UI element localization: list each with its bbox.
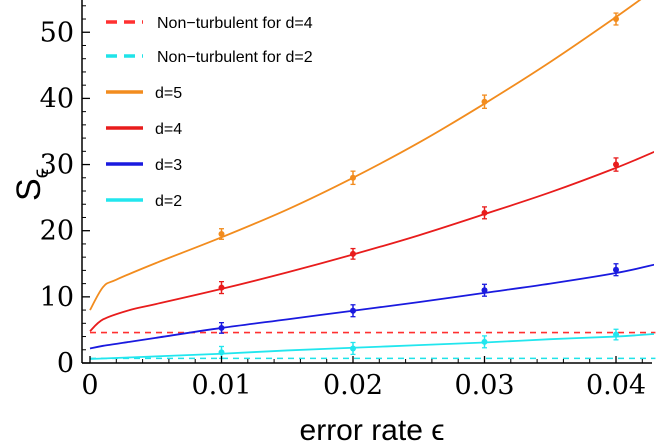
y-tick-label: 0 [57,348,74,379]
data-point [481,287,488,294]
data-point [218,284,225,291]
data-point [613,266,619,273]
x-tick-label: 0.04 [586,370,646,401]
series-line-d-2 [89,333,654,360]
data-point [350,307,356,314]
data-point [350,250,356,257]
series-line-d-3 [89,263,654,350]
y-axis-title-subscript: ϵ [30,169,53,178]
series-line-d-5 [89,0,642,311]
data-point [613,331,619,338]
y-tick-label: 30 [40,150,74,181]
series-line-d-4 [89,150,654,332]
y-tick-label: 40 [40,83,74,114]
data-point [218,231,225,238]
legend-label: d=3 [155,157,182,174]
data-point [481,209,488,216]
data-point [613,16,619,23]
legend-label: Non−turbulent for d=2 [157,49,313,66]
x-tick-label: 0.01 [191,370,251,401]
x-tick-label: 0 [81,370,98,401]
x-axis-title: error rate ϵ [300,414,445,447]
plot-area [89,0,656,360]
y-tick-label: 20 [40,216,74,247]
data-point [481,338,488,345]
legend-label: d=5 [155,85,182,102]
data-point [350,345,356,352]
ticks: 0 0.01 0.02 0.03 0.04 0 10 20 30 40 50 [40,5,646,401]
axes [81,0,652,364]
y-axis-title: Sϵ [10,169,53,201]
legend: Non−turbulent for d=4 Non−turbulent for d… [106,15,313,210]
data-point [218,324,225,331]
y-axis-title-main: S [10,178,48,201]
data-point [481,98,488,105]
data-point [350,174,356,181]
x-tick-label: 0.02 [323,370,383,401]
data-point [613,161,619,168]
legend-label: d=4 [155,121,182,138]
legend-label: Non−turbulent for d=4 [157,15,313,32]
legend-label: d=2 [155,193,182,210]
y-tick-label: 10 [40,282,74,313]
y-tick-label: 50 [40,17,74,48]
x-tick-label: 0.03 [454,370,514,401]
data-point [218,349,225,356]
